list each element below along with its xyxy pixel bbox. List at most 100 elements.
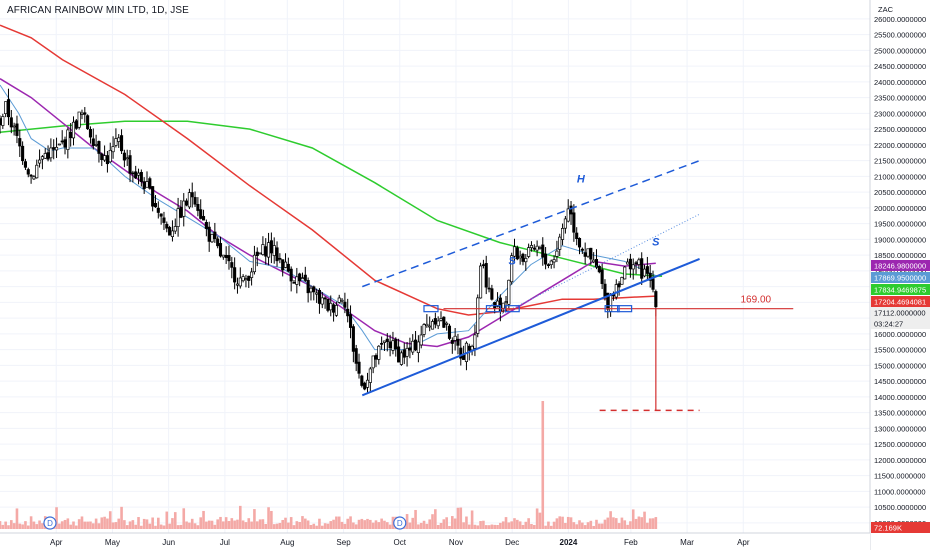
volume-bar bbox=[309, 524, 313, 529]
volume-bar bbox=[532, 524, 536, 529]
time-tick-label: May bbox=[105, 538, 120, 547]
candle-body bbox=[264, 246, 268, 257]
candle-body bbox=[139, 171, 143, 182]
volume-bar bbox=[60, 521, 64, 529]
volume-bar bbox=[473, 524, 477, 529]
volume-bar bbox=[496, 524, 499, 529]
price-tick-label: 11500.0000000 bbox=[874, 472, 926, 481]
candle-body bbox=[23, 161, 27, 168]
volume-bar bbox=[521, 524, 525, 529]
candle-body bbox=[600, 269, 604, 284]
volume-bar bbox=[583, 525, 587, 529]
candle-body bbox=[397, 346, 401, 363]
price-tick-label: 10500.0000000 bbox=[874, 503, 926, 512]
price-tick-label: 19500.0000000 bbox=[874, 220, 926, 229]
volume-bar bbox=[306, 520, 310, 529]
volume-bar bbox=[442, 519, 446, 529]
volume-bar bbox=[637, 516, 641, 529]
candle-body bbox=[312, 286, 316, 293]
volume-bar bbox=[360, 518, 364, 529]
candle-body bbox=[481, 264, 485, 266]
candle-body bbox=[561, 228, 565, 240]
volume-bar bbox=[168, 523, 171, 529]
volume-bar bbox=[15, 508, 19, 529]
volume-bar bbox=[493, 524, 497, 529]
volume-bar bbox=[18, 523, 22, 529]
candle-body bbox=[145, 181, 149, 188]
candle-body bbox=[238, 277, 242, 287]
candle-body bbox=[60, 140, 64, 143]
candle-body bbox=[9, 117, 13, 128]
volume-bar bbox=[267, 507, 270, 529]
candle-body bbox=[569, 205, 573, 215]
volume-bar bbox=[58, 523, 61, 529]
candle-body bbox=[368, 368, 372, 383]
candle-body bbox=[326, 298, 330, 311]
volume-bar bbox=[222, 521, 225, 529]
volume-bar bbox=[233, 520, 236, 529]
candle-body bbox=[399, 352, 403, 365]
candle-body bbox=[83, 112, 87, 115]
volume-bar bbox=[182, 508, 186, 529]
volume-bar bbox=[586, 522, 590, 529]
candle-body bbox=[620, 277, 624, 285]
volume-bar bbox=[108, 511, 112, 529]
candle-body bbox=[450, 340, 454, 344]
volume-bar bbox=[501, 521, 505, 529]
price-tick-label: 12000.0000000 bbox=[874, 456, 926, 465]
candle-body bbox=[470, 345, 474, 351]
candle-body bbox=[552, 259, 556, 263]
price-tick-label: 25500.0000000 bbox=[874, 31, 926, 40]
volume-bar bbox=[26, 525, 30, 529]
candle-body bbox=[69, 131, 73, 139]
candle-body bbox=[204, 222, 208, 229]
volume-bar bbox=[346, 518, 350, 529]
volume-bar bbox=[603, 519, 607, 529]
candle-body bbox=[572, 212, 576, 233]
candle-body bbox=[210, 234, 214, 243]
volume-bar bbox=[456, 507, 460, 529]
candle-body bbox=[363, 382, 367, 390]
candle-body bbox=[54, 146, 59, 151]
volume-bar bbox=[419, 522, 423, 529]
candle-body bbox=[269, 240, 273, 254]
price-tick-label: 18500.0000000 bbox=[874, 251, 926, 260]
volume-bar bbox=[600, 523, 604, 529]
candle-body bbox=[402, 349, 406, 358]
time-axis-panel bbox=[0, 533, 870, 550]
volume-bar bbox=[261, 519, 265, 529]
candle-body bbox=[49, 147, 53, 159]
candle-body bbox=[71, 121, 76, 139]
candle-body bbox=[515, 247, 519, 260]
candle-body bbox=[648, 272, 652, 281]
price-badge bbox=[871, 284, 930, 295]
candle-body bbox=[300, 277, 305, 280]
candle-body bbox=[628, 258, 632, 270]
volume-bar bbox=[80, 516, 84, 529]
volume-bar bbox=[538, 512, 542, 529]
candle-body bbox=[634, 262, 638, 265]
volume-bar bbox=[91, 523, 95, 529]
price-tick-label: 14500.0000000 bbox=[874, 377, 926, 386]
price-tick-label: 18000.0000000 bbox=[874, 267, 926, 276]
volume-bar bbox=[569, 517, 573, 529]
candle-body bbox=[12, 125, 16, 128]
candle-body bbox=[544, 253, 548, 265]
volume-bar bbox=[606, 517, 610, 529]
candle-body bbox=[527, 247, 531, 257]
candle-body bbox=[168, 227, 172, 236]
candle-body bbox=[108, 149, 112, 163]
volume-bar bbox=[572, 522, 576, 529]
candle-body bbox=[439, 318, 443, 321]
volume-bar bbox=[566, 516, 570, 529]
candle-body bbox=[394, 338, 398, 350]
candle-body bbox=[201, 216, 206, 221]
volume-bar bbox=[100, 517, 104, 529]
candle-body bbox=[586, 248, 590, 257]
volume-bar bbox=[595, 519, 598, 529]
candle-body bbox=[179, 207, 183, 218]
volume-bar bbox=[241, 520, 245, 529]
candle-body bbox=[233, 267, 237, 283]
